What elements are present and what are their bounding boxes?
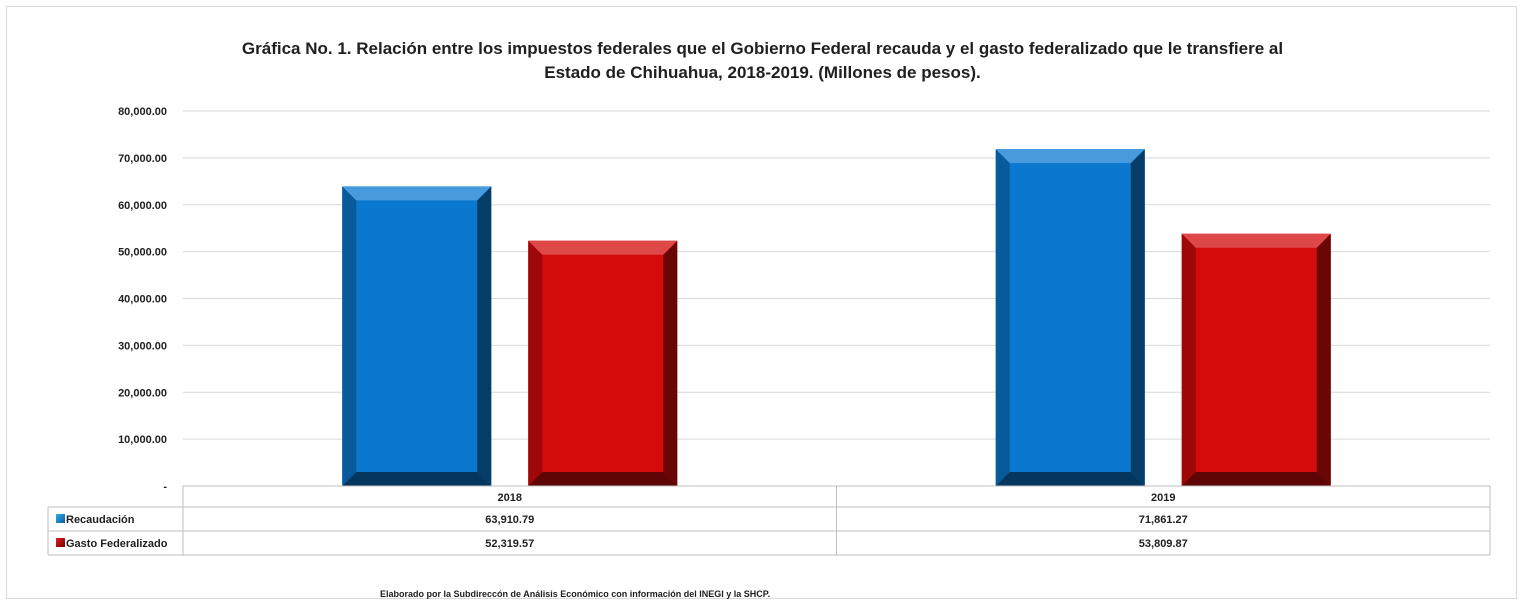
x-category-label: 2019 (1151, 492, 1175, 504)
bar-bevel-right (1130, 149, 1145, 486)
bar-bevel-bottom (528, 472, 678, 486)
bar-bevel-left (342, 186, 357, 487)
bar-bevel-left (995, 149, 1010, 486)
bar-body (1181, 233, 1331, 486)
bar-bevel-bottom (995, 472, 1145, 486)
y-tick-label: - (163, 481, 167, 493)
y-tick-label: 50,000.00 (118, 247, 167, 259)
data-label: 52,319.57 (485, 538, 534, 550)
bar-bevel-bottom (1181, 472, 1331, 486)
bar-body (528, 240, 678, 486)
data-label: 71,861.27 (1139, 514, 1188, 526)
bar (1181, 233, 1331, 486)
chart-footnote: Elaborado por la Subdireccón de Análisis… (380, 589, 771, 599)
legend-series-name: Gasto Federalizado (66, 538, 168, 550)
bar (342, 186, 492, 487)
x-category-label: 2018 (498, 492, 522, 504)
y-tick-label: 80,000.00 (118, 106, 167, 118)
y-tick-label: 30,000.00 (118, 340, 167, 352)
bar-bevel-top (1181, 233, 1331, 248)
y-tick-label: 20,000.00 (118, 387, 167, 399)
y-tick-label: 70,000.00 (118, 153, 167, 165)
chart-title-line-1: Gráfica No. 1. Relación entre los impues… (241, 39, 1284, 58)
y-tick-label: 10,000.00 (118, 434, 167, 446)
bar-bevel-right (663, 240, 678, 486)
bar-body (995, 149, 1145, 486)
legend-swatch (56, 514, 65, 523)
data-label: 63,910.79 (485, 514, 534, 526)
y-tick-label: 40,000.00 (118, 294, 167, 306)
legend-swatch (56, 538, 65, 547)
bar-bevel-top (995, 149, 1145, 164)
bar-bevel-bottom (342, 472, 492, 486)
bar-bevel-top (528, 240, 678, 255)
bar-bevel-top (342, 186, 492, 201)
legend-series-name: Recaudación (66, 514, 135, 526)
data-label: 53,809.87 (1139, 538, 1188, 550)
bar-bevel-right (1316, 233, 1331, 486)
y-tick-label: 60,000.00 (118, 200, 167, 212)
chart-title: Gráfica No. 1. Relación entre los impues… (7, 37, 1518, 85)
bar (528, 240, 678, 486)
bar-bevel-left (1181, 233, 1196, 486)
bar-bevel-right (477, 186, 492, 487)
bar-body (342, 186, 492, 487)
chart-title-line-2: Estado de Chihuahua, 2018-2019. (Millone… (544, 63, 981, 82)
bar (995, 149, 1145, 486)
bar-bevel-left (528, 240, 543, 486)
